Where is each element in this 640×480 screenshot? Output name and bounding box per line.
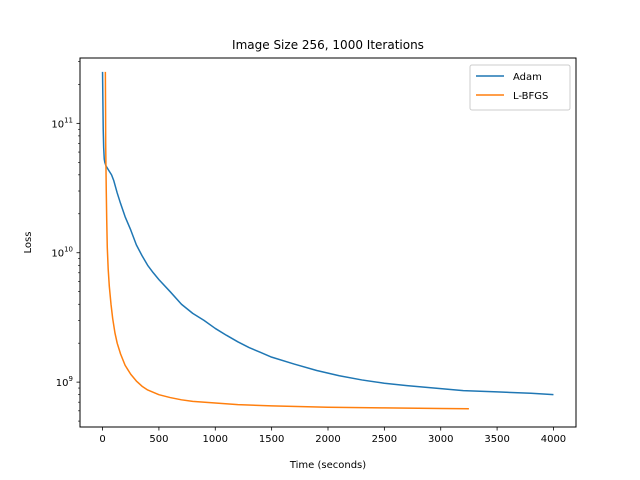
y-axis: 109 1010 1011 xyxy=(51,61,80,422)
legend: Adam L-BFGS xyxy=(469,64,571,111)
x-tick-label: 3000 xyxy=(428,434,453,445)
legend-label: L-BFGS xyxy=(513,91,548,102)
legend-label: Adam xyxy=(513,72,542,83)
y-tick-label: 1011 xyxy=(51,116,73,130)
series-line-l-bfgs xyxy=(104,71,469,410)
x-tick-label: 1500 xyxy=(259,434,284,445)
x-tick-label: 0 xyxy=(99,434,105,445)
x-tick-label: 2000 xyxy=(315,434,340,445)
chart-title: Image Size 256, 1000 Iterations xyxy=(232,38,424,52)
y-tick-label: 109 xyxy=(56,375,73,389)
x-tick-label: 2500 xyxy=(372,434,397,445)
series-layer xyxy=(101,71,554,410)
x-tick-label: 500 xyxy=(149,434,168,445)
y-axis-label: Loss xyxy=(23,232,34,254)
x-tick-label: 1000 xyxy=(203,434,228,445)
x-axis: 0 500 1000 1500 2000 2500 3000 3500 4000 xyxy=(99,427,566,445)
x-tick-label: 3500 xyxy=(484,434,509,445)
x-tick-label: 4000 xyxy=(541,434,566,445)
y-tick-label: 1010 xyxy=(51,246,73,260)
series-line-adam xyxy=(101,71,554,396)
x-axis-label: Time (seconds) xyxy=(289,460,366,471)
